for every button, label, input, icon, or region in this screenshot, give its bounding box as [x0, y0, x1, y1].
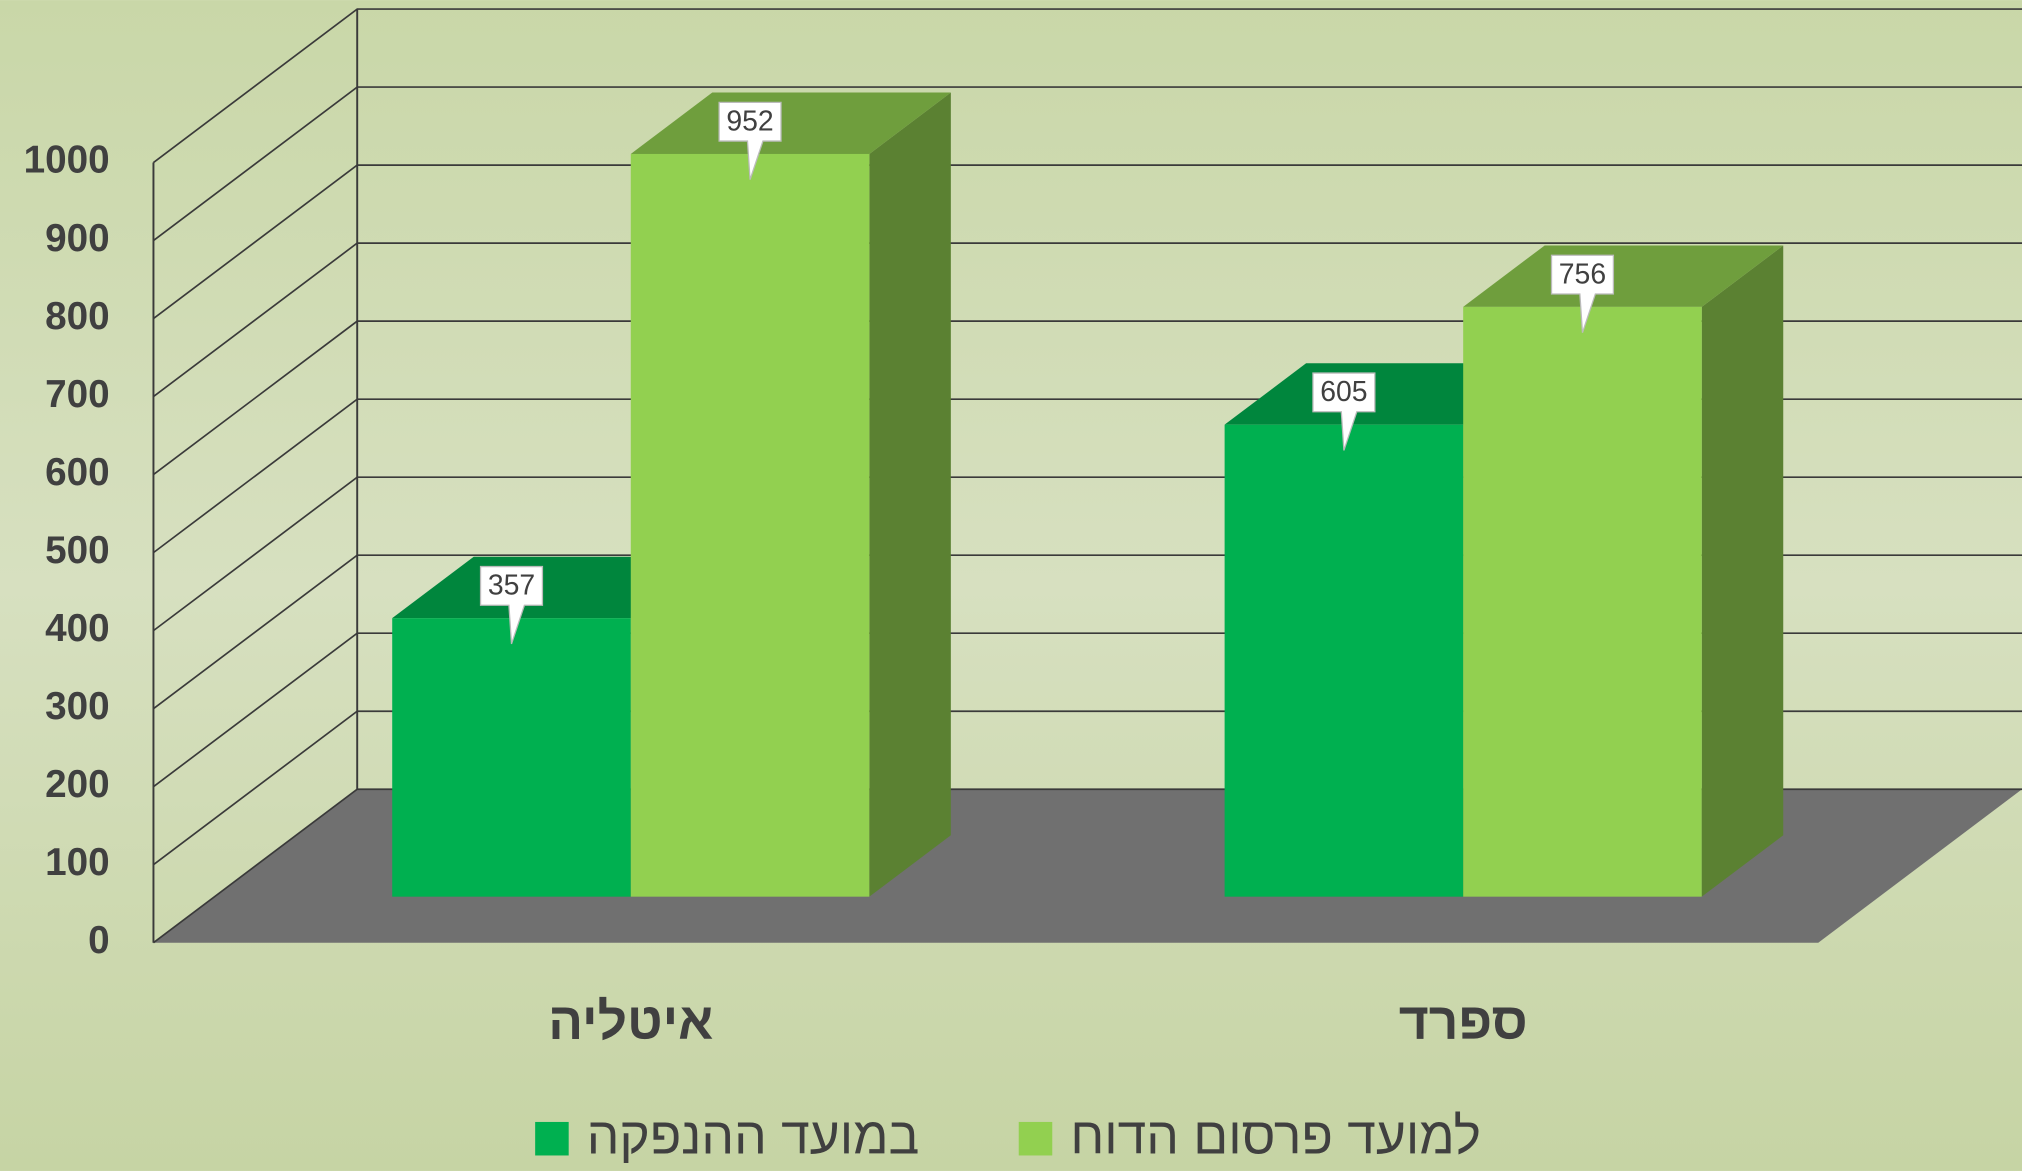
x-tick-label: איטליה	[548, 992, 713, 1050]
y-tick-label: 1000	[24, 139, 110, 182]
bar-front	[631, 154, 870, 897]
bar-front	[1225, 425, 1464, 897]
y-tick-label: 600	[45, 451, 110, 494]
data-label: 952	[726, 105, 773, 137]
x-tick-label: ספרד	[1399, 992, 1528, 1050]
y-tick-label: 900	[45, 217, 110, 260]
legend-swatch	[535, 1122, 569, 1156]
data-label: 756	[1559, 258, 1606, 290]
y-tick-label: 300	[45, 685, 110, 728]
legend-swatch	[1019, 1122, 1053, 1156]
bar-side	[869, 93, 950, 897]
chart: 0 100 200 300 400 500 600 700 800 900 1000 איטליה ספ…	[0, 0, 2022, 1171]
y-tick-label: 700	[45, 373, 110, 416]
bar-front	[392, 618, 631, 897]
y-tick-label: 0	[88, 919, 110, 962]
y-tick-label: 800	[45, 295, 110, 338]
data-label: 357	[488, 570, 535, 602]
bar	[631, 93, 951, 897]
data-label: 605	[1320, 376, 1367, 408]
y-tick-label: 400	[45, 607, 110, 650]
legend-label: למועד פרסום הדוח	[1070, 1107, 1481, 1165]
legend-label: במועד ההנפקה	[587, 1107, 920, 1165]
y-tick-label: 200	[45, 763, 110, 806]
bar	[1463, 245, 1783, 896]
y-tick-label: 500	[45, 529, 110, 572]
page: 0 100 200 300 400 500 600 700 800 900 1000 איטליה ספ…	[0, 0, 2022, 1171]
y-tick-label: 100	[45, 841, 110, 884]
bar-side	[1702, 245, 1783, 896]
bar-front	[1463, 307, 1702, 897]
